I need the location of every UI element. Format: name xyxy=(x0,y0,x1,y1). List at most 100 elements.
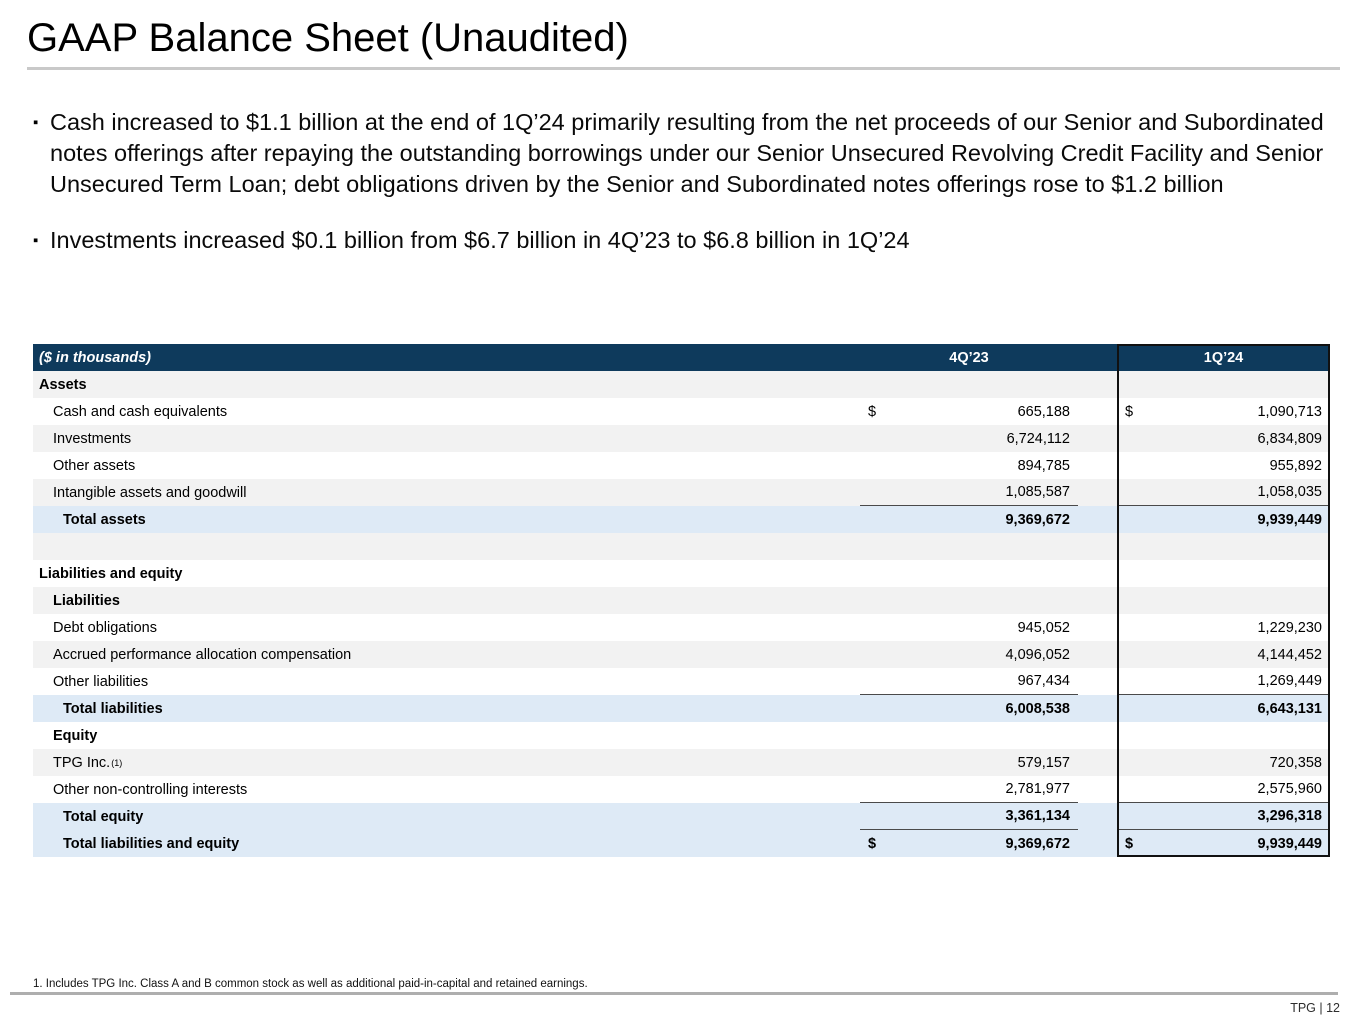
column-gap xyxy=(1078,344,1117,371)
row-value-1q24 xyxy=(1117,560,1330,587)
bullet-text: Investments increased $0.1 billion from … xyxy=(50,227,910,253)
row-value-4q23: 945,052 xyxy=(1017,619,1070,636)
row-value-1q24 xyxy=(1117,371,1330,398)
table-row: Intangible assets and goodwill 1,085,587 1… xyxy=(33,479,1330,506)
column-gap xyxy=(1078,803,1117,830)
row-value-4q23: 9,369,672 xyxy=(1005,511,1070,528)
title-divider xyxy=(27,67,1340,70)
column-gap xyxy=(1078,722,1117,749)
column-gap xyxy=(1078,506,1117,533)
row-label: Assets xyxy=(39,376,87,393)
row-label: Total liabilities xyxy=(63,700,163,717)
row-value-1q24: 2,575,960 xyxy=(1117,776,1330,803)
row-label: Other liabilities xyxy=(53,673,149,690)
row-value-1q24: 6,643,131 xyxy=(1257,700,1322,717)
row-value-4q23 xyxy=(860,587,1078,614)
row-value-1q24 xyxy=(1117,722,1330,749)
column-gap xyxy=(1078,398,1117,425)
table-row: Equity xyxy=(33,722,1330,749)
column-gap xyxy=(1078,641,1117,668)
bullet-marker-icon: ▪ xyxy=(33,232,39,249)
row-value-4q23: $665,188 xyxy=(868,403,1070,420)
table-header-label: ($ in thousands) xyxy=(39,349,151,366)
column-gap xyxy=(1078,371,1117,398)
row-label: Other non-controlling interests xyxy=(53,781,248,798)
row-value-4q23: 4,096,052 xyxy=(1005,646,1070,663)
table-row: Debt obligations 945,052 1,229,230 xyxy=(33,614,1330,641)
column-gap xyxy=(1078,668,1117,695)
bullet-text: Cash increased to $1.1 billion at the en… xyxy=(50,109,1324,197)
column-gap xyxy=(1078,614,1117,641)
row-value-4q23: 6,724,112 xyxy=(1006,430,1070,447)
table-row xyxy=(33,533,1330,560)
row-value-1q24 xyxy=(1117,587,1330,614)
row-value-1q24: 6,834,809 xyxy=(1257,430,1322,447)
row-value-4q23 xyxy=(860,371,1078,398)
row-value-4q23 xyxy=(860,722,1078,749)
row-label: Debt obligations xyxy=(53,619,157,636)
bullet-marker-icon: ▪ xyxy=(33,114,39,131)
row-value-1q24: 9,939,449 xyxy=(1257,511,1322,528)
row-label: Total equity xyxy=(63,808,144,825)
column-gap xyxy=(1078,830,1117,857)
table-row: Assets xyxy=(33,371,1330,398)
row-value-1q24: 1,058,035 xyxy=(1117,479,1330,506)
table-body: Assets Cash and cash equivalents $665,188 $… xyxy=(33,371,1330,857)
column-gap xyxy=(1078,425,1117,452)
row-value-4q23: 3,361,134 xyxy=(860,803,1078,830)
row-value-1q24: $1,090,713 xyxy=(1125,403,1322,420)
column-gap xyxy=(1078,452,1117,479)
row-value-4q23: 6,008,538 xyxy=(1005,700,1070,717)
table-row: TPG Inc. (1) 579,157 720,358 xyxy=(33,749,1330,776)
row-value-4q23: 967,434 xyxy=(860,668,1078,695)
bullet-list: ▪ Cash increased to $1.1 billion at the … xyxy=(33,107,1351,281)
row-value-4q23: 894,785 xyxy=(1017,457,1070,474)
table-row: Other assets 894,785 955,892 xyxy=(33,452,1330,479)
table-row: Total liabilities 6,008,538 6,643,131 xyxy=(33,695,1330,722)
row-label: Total assets xyxy=(63,511,146,528)
row-label: Liabilities xyxy=(53,592,120,609)
row-label: Equity xyxy=(53,727,98,744)
row-label xyxy=(33,533,860,560)
column-gap xyxy=(1078,776,1117,803)
row-value-1q24: $9,939,449 xyxy=(1125,835,1322,852)
column-gap xyxy=(1078,479,1117,506)
row-label: Accrued performance allocation compensat… xyxy=(53,646,352,663)
balance-sheet-table: ($ in thousands) 4Q’23 1Q’24 Assets Cash … xyxy=(33,344,1330,857)
table-row: Other non-controlling interests 2,781,977… xyxy=(33,776,1330,803)
row-value-4q23 xyxy=(860,560,1078,587)
row-value-1q24: 1,269,449 xyxy=(1117,668,1330,695)
footnote: 1. Includes TPG Inc. Class A and B commo… xyxy=(33,978,588,990)
bullet-item: ▪ Cash increased to $1.1 billion at the … xyxy=(33,107,1351,200)
table-row: Accrued performance allocation compensat… xyxy=(33,641,1330,668)
table-row: Total assets 9,369,672 9,939,449 xyxy=(33,506,1330,533)
footer-divider xyxy=(10,992,1338,995)
row-label: Liabilities and equity xyxy=(39,565,183,582)
row-value-4q23: 2,781,977 xyxy=(860,776,1078,803)
table-row: Liabilities xyxy=(33,587,1330,614)
row-value-1q24: 955,892 xyxy=(1269,457,1322,474)
row-label: Other assets xyxy=(53,457,136,474)
table-row: Total equity 3,361,134 3,296,318 xyxy=(33,803,1330,830)
table-row: Cash and cash equivalents $665,188 $1,090,… xyxy=(33,398,1330,425)
row-label: Total liabilities and equity xyxy=(63,835,240,852)
page-title: GAAP Balance Sheet (Unaudited) xyxy=(27,16,629,60)
column-gap xyxy=(1078,695,1117,722)
column-gap xyxy=(1078,749,1117,776)
row-value-4q23 xyxy=(860,533,1078,560)
column-gap xyxy=(1078,587,1117,614)
row-value-1q24: 4,144,452 xyxy=(1257,646,1322,663)
table-header-row: ($ in thousands) 4Q’23 1Q’24 xyxy=(33,344,1330,371)
column-gap xyxy=(1078,560,1117,587)
table-row: Investments 6,724,112 6,834,809 xyxy=(33,425,1330,452)
row-label: Intangible assets and goodwill xyxy=(53,484,247,501)
row-label: TPG Inc. (1) xyxy=(53,754,123,771)
row-value-1q24: 1,229,230 xyxy=(1257,619,1322,636)
page-footer: TPG | 12 xyxy=(1290,1001,1340,1015)
bullet-item: ▪ Investments increased $0.1 billion fro… xyxy=(33,225,1351,256)
row-label: Cash and cash equivalents xyxy=(53,403,228,420)
row-value-1q24 xyxy=(1117,533,1330,560)
table-row: Other liabilities 967,434 1,269,449 xyxy=(33,668,1330,695)
row-value-4q23: 1,085,587 xyxy=(860,479,1078,506)
